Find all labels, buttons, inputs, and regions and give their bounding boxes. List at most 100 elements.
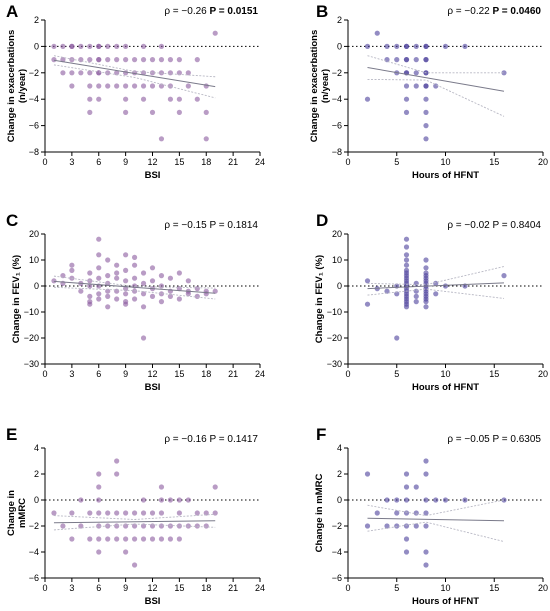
- data-point: [123, 267, 129, 273]
- data-point: [131, 562, 138, 568]
- data-point: [131, 288, 138, 294]
- x-tick-label: 9: [123, 157, 128, 167]
- ci-upper-line: [53, 513, 216, 520]
- p-value: P = 0.0151: [210, 6, 259, 17]
- data-point: [423, 109, 429, 115]
- data-point: [87, 96, 93, 102]
- x-tick-label: 6: [96, 369, 101, 379]
- data-point: [167, 497, 174, 503]
- y-tick-label: −6: [29, 121, 39, 131]
- data-point: [140, 43, 147, 50]
- regression-line: [367, 282, 505, 290]
- data-point: [87, 510, 93, 516]
- data-point: [423, 96, 429, 102]
- y-axis-label-line: (n/year): [320, 69, 331, 103]
- y-tick-label: −10: [327, 307, 342, 317]
- data-point: [403, 244, 410, 250]
- data-point: [131, 254, 138, 260]
- data-point: [96, 70, 102, 76]
- data-point: [140, 536, 147, 542]
- data-point: [131, 536, 138, 542]
- y-tick-label: −2: [332, 68, 342, 78]
- data-point: [149, 278, 156, 284]
- data-point: [149, 109, 156, 115]
- data-point: [403, 484, 410, 490]
- data-point: [194, 96, 200, 102]
- data-point: [423, 57, 429, 63]
- x-tick-label: 12: [147, 369, 157, 379]
- y-tick-label: 2: [337, 469, 342, 479]
- data-point: [87, 536, 93, 542]
- data-point: [413, 293, 419, 299]
- x-tick-label: 3: [69, 583, 74, 593]
- y-axis-label-line: Change in exacerbations: [6, 30, 17, 142]
- data-point: [158, 484, 165, 490]
- data-point: [123, 536, 129, 542]
- y-tick-label: −8: [29, 147, 39, 157]
- data-point: [394, 510, 400, 516]
- y-tick-label: 20: [29, 229, 39, 239]
- data-point: [114, 523, 120, 529]
- data-point: [394, 57, 400, 63]
- ci-upper-line: [53, 275, 216, 289]
- data-point: [423, 523, 429, 529]
- panel-letter: A: [6, 2, 18, 21]
- data-point: [384, 57, 390, 63]
- y-tick-label: −30: [327, 359, 342, 369]
- data-point: [96, 57, 102, 63]
- y-tick-label: 0: [34, 41, 39, 51]
- x-axis-label: BSI: [145, 382, 161, 393]
- data-point: [158, 497, 165, 503]
- y-tick-label: −30: [24, 359, 39, 369]
- y-tick-label: 20: [332, 229, 342, 239]
- y-axis-label-line: Change in FEV₁ (%): [11, 255, 22, 343]
- y-tick-label: −4: [332, 547, 342, 557]
- ci-upper-line: [53, 55, 216, 78]
- data-point: [212, 510, 218, 516]
- y-tick-label: 4: [337, 443, 342, 453]
- data-point: [131, 523, 138, 529]
- data-point: [194, 510, 200, 516]
- y-axis-label-line: Change in exacerbations: [309, 30, 320, 142]
- data-point: [176, 270, 182, 276]
- data-point: [114, 458, 120, 464]
- p-value: P = 0.8404: [493, 220, 542, 231]
- y-axis-label: Change inmMRC: [6, 490, 28, 536]
- x-axis-label: Hours of HFNT: [412, 596, 479, 607]
- data-point: [105, 257, 111, 263]
- data-point: [384, 43, 390, 50]
- x-tick-label: 18: [201, 583, 211, 593]
- data-point: [69, 267, 75, 273]
- x-axis-label: Hours of HFNT: [412, 382, 479, 393]
- data-point: [403, 236, 410, 242]
- stat-annotation: ρ = −0.22 P = 0.0460: [447, 6, 541, 17]
- data-point: [149, 57, 156, 63]
- data-point: [78, 43, 84, 50]
- data-point: [413, 57, 419, 63]
- rho-value: ρ = −0.26: [164, 6, 209, 17]
- data-point: [140, 497, 147, 503]
- y-axis-label-line: Change in mMRC: [314, 474, 325, 553]
- data-point: [423, 43, 429, 50]
- data-point: [194, 286, 200, 292]
- data-point: [403, 43, 410, 50]
- data-point: [176, 96, 182, 102]
- data-point: [203, 109, 209, 115]
- data-point: [96, 536, 102, 542]
- data-point: [131, 83, 138, 89]
- y-axis-label: Change in FEV₁ (%): [11, 255, 22, 343]
- data-point: [176, 70, 182, 76]
- data-point: [364, 278, 371, 284]
- data-point: [384, 288, 390, 294]
- x-tick-label: 12: [147, 583, 157, 593]
- data-point: [69, 510, 75, 516]
- y-tick-label: −20: [327, 333, 342, 343]
- rho-value: ρ = −0.02: [447, 220, 492, 231]
- data-point: [123, 299, 129, 305]
- stat-annotation: ρ = −0.16 P = 0.1417: [164, 434, 258, 445]
- y-axis-label: Change in FEV₁ (%): [314, 255, 325, 343]
- stat-annotation: ρ = −0.15 P = 0.1814: [164, 220, 258, 231]
- y-tick-label: 0: [34, 495, 39, 505]
- data-point: [433, 280, 439, 286]
